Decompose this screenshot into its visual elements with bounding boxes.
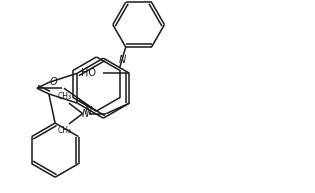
Text: O: O <box>50 77 58 87</box>
Text: CH₃: CH₃ <box>58 92 72 101</box>
Text: N: N <box>118 55 126 65</box>
Text: N: N <box>85 106 92 116</box>
Text: HO: HO <box>81 68 96 78</box>
Text: CH₃: CH₃ <box>58 126 72 135</box>
Text: N: N <box>82 109 89 119</box>
